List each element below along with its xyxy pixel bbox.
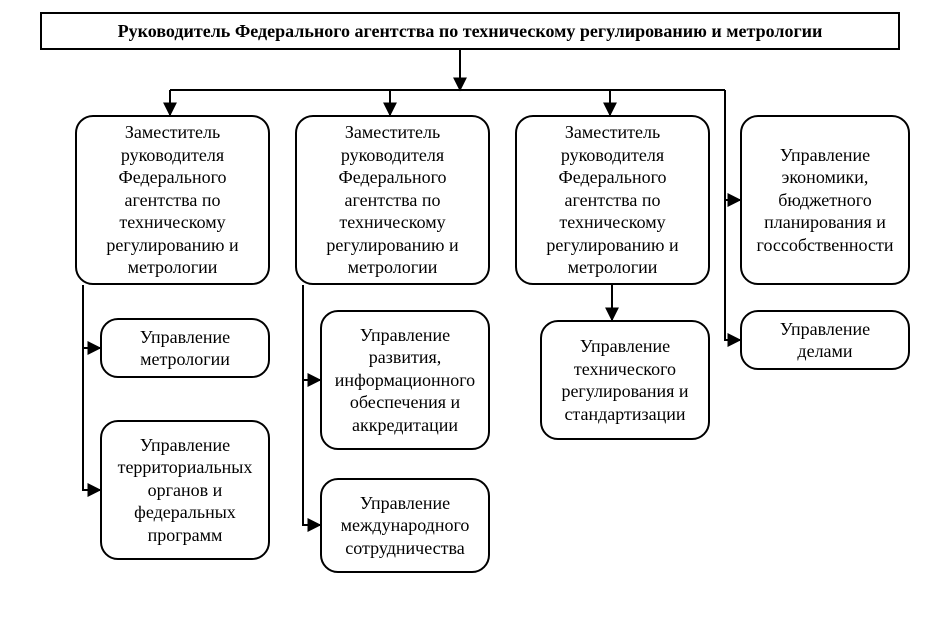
node-dep3: Заместитель руководителя Федерального аг… <box>515 115 710 285</box>
node-label: Заместитель руководителя Федерального аг… <box>529 121 696 279</box>
edge-dep1_down <box>83 285 100 490</box>
node-head: Руководитель Федерального агентства по т… <box>40 12 900 50</box>
node-label: Заместитель руководителя Федерального аг… <box>89 121 256 279</box>
node-techreg: Управление технического регулирования и … <box>540 320 710 440</box>
node-metrol: Управление метрологии <box>100 318 270 378</box>
node-econ: Управление экономики, бюджетного планиро… <box>740 115 910 285</box>
node-intl: Управление международного сотрудничества <box>320 478 490 573</box>
node-dep2: Заместитель руководителя Федерального аг… <box>295 115 490 285</box>
node-label: Управление международного сотрудничества <box>334 492 476 560</box>
edge-bus_to_right <box>725 90 740 340</box>
node-label: Управление развития, информационного обе… <box>334 324 476 437</box>
node-label: Заместитель руководителя Федерального аг… <box>309 121 476 279</box>
node-dep1: Заместитель руководителя Федерального аг… <box>75 115 270 285</box>
node-label: Управление экономики, бюджетного планиро… <box>754 144 896 257</box>
edge-dep2_down <box>303 285 320 525</box>
node-label: Управление технического регулирования и … <box>554 335 696 425</box>
node-label: Управление территориальных органов и фед… <box>114 434 256 547</box>
node-label: Управление метрологии <box>112 326 258 371</box>
node-label: Управление делами <box>752 318 898 363</box>
node-affairs: Управление делами <box>740 310 910 370</box>
node-label: Руководитель Федерального агентства по т… <box>118 20 823 43</box>
node-terr: Управление территориальных органов и фед… <box>100 420 270 560</box>
node-dev: Управление развития, информационного обе… <box>320 310 490 450</box>
